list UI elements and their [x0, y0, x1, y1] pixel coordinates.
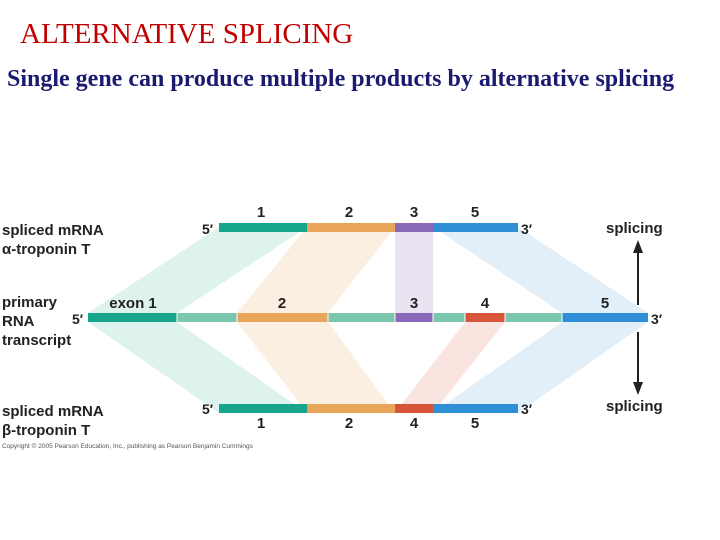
primary-exon-4: [465, 313, 505, 322]
top-mrna-label-line1: spliced mRNA: [2, 222, 104, 239]
primary-exon-label-4: 4: [481, 295, 490, 312]
bottom-exon-label-1: 1: [257, 415, 265, 432]
primary-rna-transcript: [88, 313, 648, 322]
primary-exon-label-3: 3: [410, 295, 418, 312]
top-exon-label-2: 2: [345, 204, 353, 221]
bottom-exon-label-4: 4: [410, 415, 419, 432]
primary-exon-label-5: 5: [601, 295, 609, 312]
primary-exon-label-2: 2: [278, 295, 286, 312]
bottom-exon-2: [307, 404, 395, 413]
connector-bands: [88, 227, 648, 413]
band-exon2-top: [237, 227, 395, 313]
bottom-exon-5: [433, 404, 518, 413]
top-five-prime: 5′: [202, 221, 214, 237]
primary-label-line3: transcript: [2, 332, 71, 349]
primary-intron-2: [328, 313, 395, 322]
band-exon2-bottom: [237, 322, 395, 413]
bottom-mrna-label-line1: spliced mRNA: [2, 403, 104, 420]
band-exon5-bottom: [433, 322, 648, 413]
primary-intron-4: [505, 313, 562, 322]
top-exon-label-3: 3: [410, 204, 418, 221]
primary-exon-label-1: exon 1: [109, 295, 157, 312]
bottom-mrna-label-line2: β-troponin T: [2, 422, 90, 439]
down-arrow-head: [633, 382, 643, 395]
top-exon-label-1: 1: [257, 204, 265, 221]
band-exon1-bottom: [88, 322, 307, 413]
bottom-exon-4: [395, 404, 433, 413]
splicing-label-top: splicing: [606, 220, 663, 237]
primary-exon-3: [395, 313, 433, 322]
primary-three-prime: 3′: [651, 311, 663, 327]
splicing-arrows: [633, 240, 643, 395]
primary-exon-5: [562, 313, 648, 322]
top-exon-5: [433, 223, 518, 232]
top-exon-1: [219, 223, 307, 232]
band-exon1-top: [88, 227, 307, 313]
primary-exon-2: [237, 313, 328, 322]
primary-five-prime: 5′: [72, 311, 84, 327]
up-arrow-head: [633, 240, 643, 253]
alpha-troponin-mrna: [219, 223, 518, 232]
primary-intron-1: [177, 313, 237, 322]
primary-exon-1: [88, 313, 177, 322]
slide-title: ALTERNATIVE SPLICING: [20, 18, 354, 50]
top-mrna-label-line2: α-troponin T: [2, 241, 90, 258]
band-exon3-top: [395, 227, 433, 313]
top-exon-3: [395, 223, 433, 232]
top-three-prime: 3′: [521, 221, 533, 237]
bottom-exon-1: [219, 404, 307, 413]
band-exon5-top: [433, 227, 648, 313]
bottom-exon-label-5: 5: [471, 415, 479, 432]
splicing-label-bottom: splicing: [606, 398, 663, 415]
primary-intron-3: [433, 313, 465, 322]
slide-subtitle: Single gene can produce multiple product…: [7, 66, 675, 92]
bottom-exon-label-2: 2: [345, 415, 353, 432]
primary-label-line1: primary: [2, 294, 58, 311]
bottom-five-prime: 5′: [202, 401, 214, 417]
bottom-three-prime: 3′: [521, 401, 533, 417]
beta-troponin-mrna: [219, 404, 518, 413]
alternative-splicing-diagram: spliced mRNA α-troponin T primary RNA tr…: [2, 204, 663, 450]
top-exon-2: [307, 223, 395, 232]
copyright-text: Copyright © 2005 Pearson Education, Inc.…: [2, 442, 254, 450]
primary-label-line2: RNA: [2, 313, 35, 330]
band-exon4-bottom: [395, 322, 505, 413]
top-exon-label-5: 5: [471, 204, 479, 221]
